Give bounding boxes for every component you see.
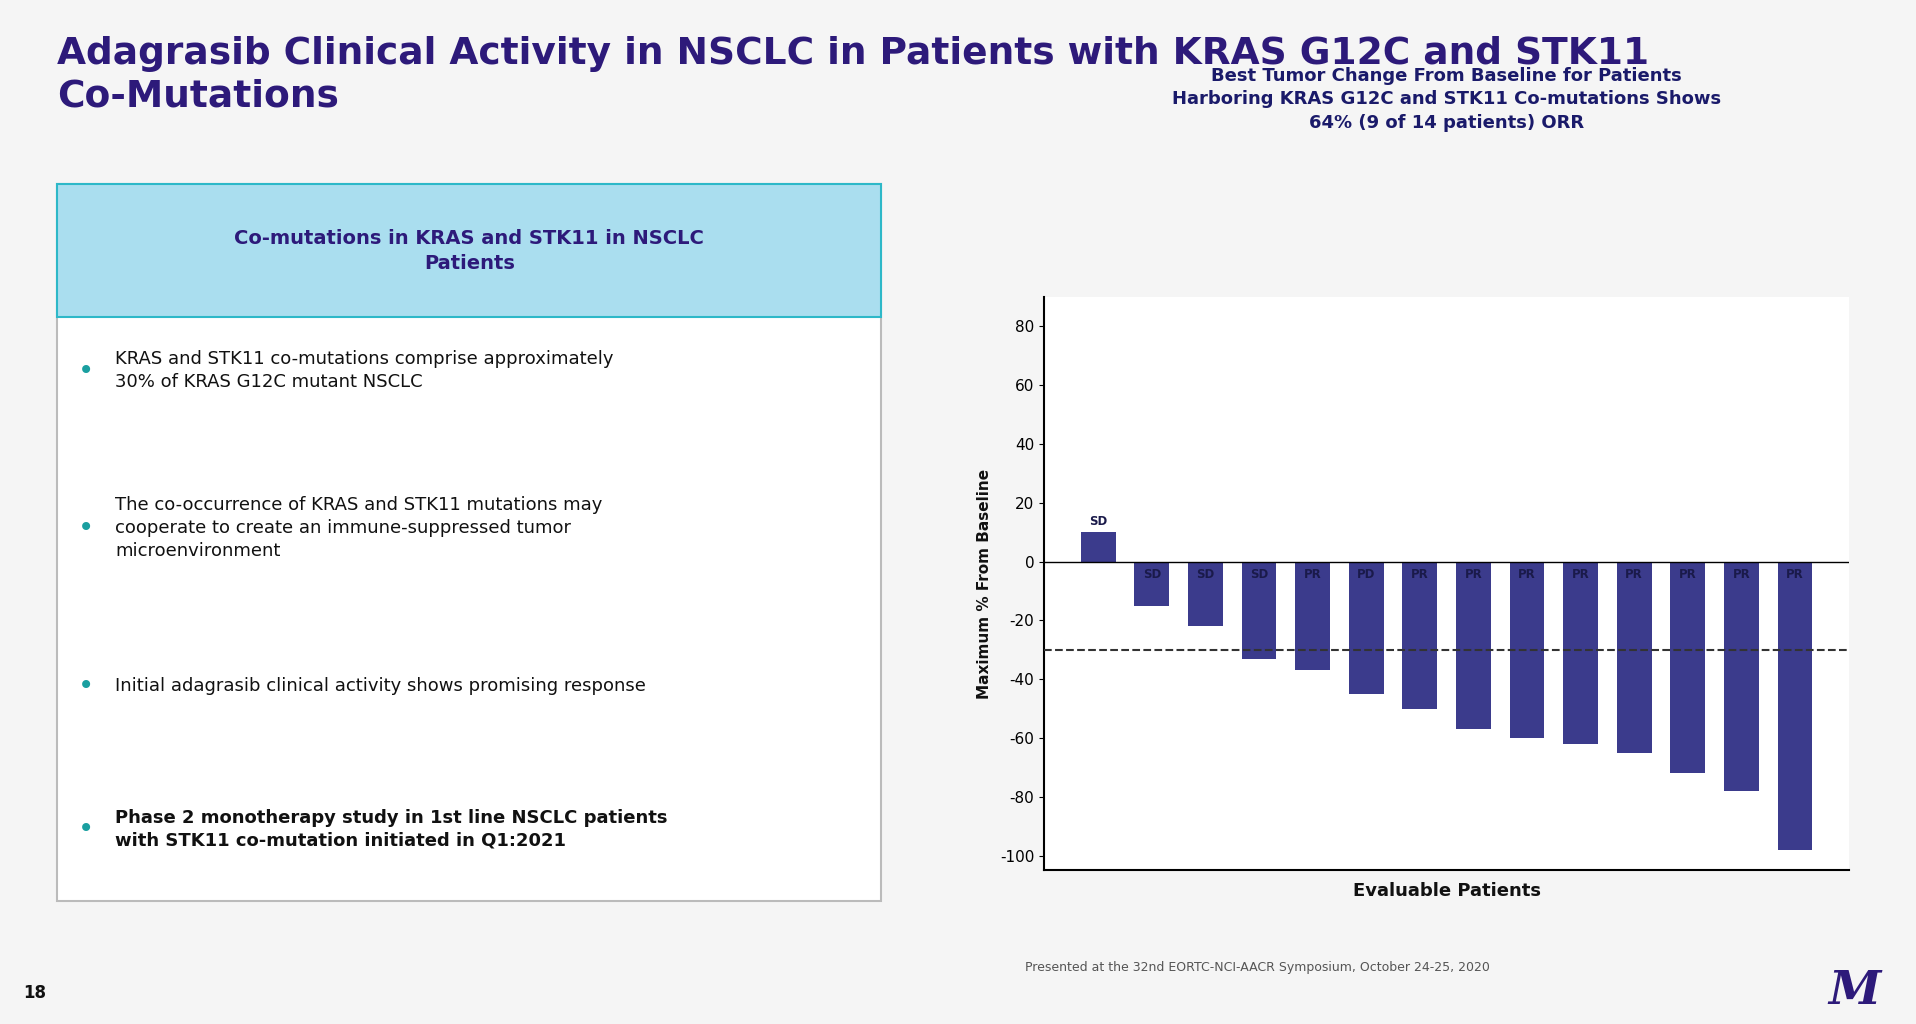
Bar [1188, 561, 1222, 627]
Text: SD: SD [1142, 567, 1161, 581]
Text: PR: PR [1786, 567, 1803, 581]
Bar [1510, 561, 1544, 738]
Text: Adagrasib Clinical Activity in NSCLC in Patients with KRAS G12C and STK11
Co-Mut: Adagrasib Clinical Activity in NSCLC in … [57, 36, 1650, 115]
Text: M: M [1828, 969, 1882, 1014]
Bar [1671, 561, 1705, 773]
Bar [1295, 561, 1330, 671]
Text: PR: PR [1464, 567, 1483, 581]
Text: •: • [79, 356, 94, 385]
Text: PR: PR [1410, 567, 1429, 581]
Y-axis label: Maximum % From Baseline: Maximum % From Baseline [977, 469, 992, 698]
Bar [1456, 561, 1491, 729]
Bar [1081, 532, 1115, 561]
Bar [1349, 561, 1383, 694]
Text: •: • [79, 672, 94, 700]
Text: SD: SD [1249, 567, 1268, 581]
Text: •: • [79, 514, 94, 543]
Text: PR: PR [1517, 567, 1537, 581]
Bar [1724, 561, 1759, 791]
Text: PD: PD [1357, 567, 1376, 581]
Text: PR: PR [1303, 567, 1322, 581]
FancyBboxPatch shape [57, 184, 881, 901]
Text: KRAS and STK11 co-mutations comprise approximately
30% of KRAS G12C mutant NSCLC: KRAS and STK11 co-mutations comprise app… [115, 350, 613, 391]
Text: PR: PR [1571, 567, 1590, 581]
X-axis label: Evaluable Patients: Evaluable Patients [1353, 882, 1540, 899]
Text: Initial adagrasib clinical activity shows promising response: Initial adagrasib clinical activity show… [115, 677, 646, 695]
Bar [1563, 561, 1598, 744]
Bar [1617, 561, 1652, 753]
Text: SD: SD [1088, 515, 1107, 527]
Text: Best Tumor Change From Baseline for Patients
Harboring KRAS G12C and STK11 Co-mu: Best Tumor Change From Baseline for Pati… [1173, 67, 1721, 132]
Text: •: • [79, 815, 94, 844]
Text: Co-mutations in KRAS and STK11 in NSCLC
Patients: Co-mutations in KRAS and STK11 in NSCLC … [234, 228, 705, 272]
Bar [1403, 561, 1437, 709]
FancyBboxPatch shape [57, 184, 881, 317]
Text: PR: PR [1732, 567, 1749, 581]
Bar [1242, 561, 1276, 658]
Text: SD: SD [1196, 567, 1215, 581]
Text: PR: PR [1678, 567, 1698, 581]
Text: PR: PR [1625, 567, 1644, 581]
Text: The co-occurrence of KRAS and STK11 mutations may
cooperate to create an immune-: The co-occurrence of KRAS and STK11 muta… [115, 497, 602, 560]
Text: 18: 18 [23, 984, 46, 1002]
Bar [1134, 561, 1169, 606]
Bar [1778, 561, 1813, 850]
Text: Phase 2 monotherapy study in 1st line NSCLC patients
with STK11 co-mutation init: Phase 2 monotherapy study in 1st line NS… [115, 809, 667, 850]
Text: Presented at the 32nd EORTC-NCI-AACR Symposium, October 24-25, 2020: Presented at the 32nd EORTC-NCI-AACR Sym… [1025, 962, 1491, 974]
